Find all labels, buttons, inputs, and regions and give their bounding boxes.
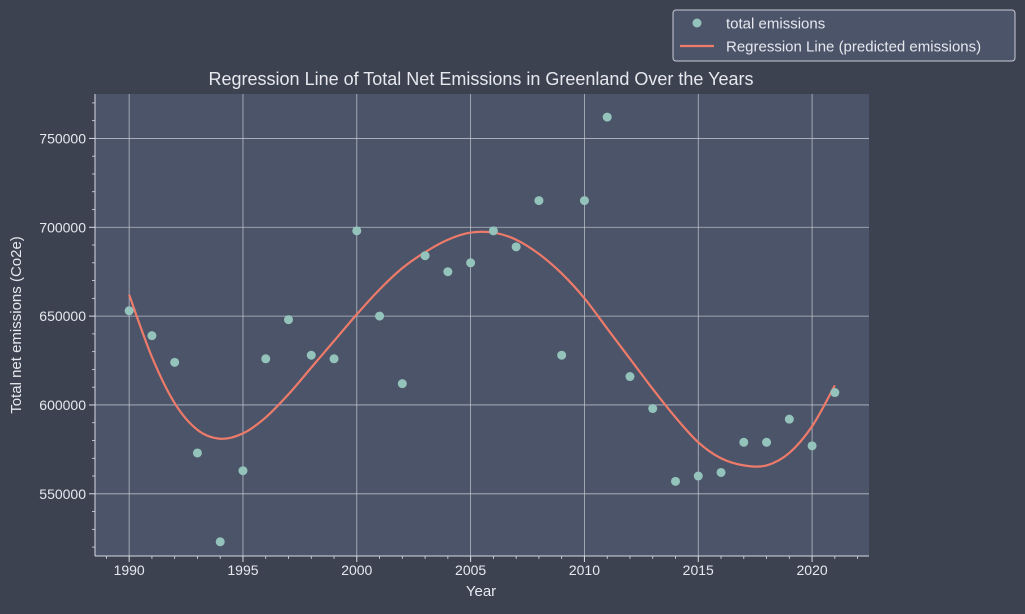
emission-point <box>511 242 521 252</box>
emission-point <box>420 251 430 261</box>
emission-point <box>170 357 180 367</box>
emission-point <box>602 112 612 122</box>
emission-point <box>306 350 316 360</box>
plot-area <box>95 94 869 556</box>
x-tick-label: 1995 <box>227 562 258 578</box>
y-tick-label: 750000 <box>39 130 86 146</box>
emission-point <box>147 331 157 341</box>
emission-point <box>716 467 726 477</box>
axes <box>94 94 869 557</box>
emission-point <box>443 267 453 277</box>
y-tick-label: 650000 <box>39 308 86 324</box>
emission-point <box>784 414 794 424</box>
emission-point <box>693 471 703 481</box>
chart-title: Regression Line of Total Net Emissions i… <box>209 69 754 89</box>
emission-point <box>284 315 293 325</box>
x-tick-label: 1990 <box>114 562 145 578</box>
x-axis-label: Year <box>466 583 496 600</box>
emission-point <box>261 354 271 364</box>
y-tick-label: 550000 <box>39 486 86 502</box>
y-axis-label: Total net emissions (Co2e) <box>8 236 25 414</box>
emission-point <box>488 226 498 236</box>
emission-point <box>466 258 476 268</box>
emission-point <box>238 466 248 476</box>
emission-point <box>375 311 385 321</box>
x-tick-label: 2015 <box>683 562 714 578</box>
emission-point <box>397 379 407 389</box>
emission-point <box>192 448 202 458</box>
emission-point <box>579 196 589 206</box>
emission-point <box>124 306 134 316</box>
y-tick-label: 700000 <box>39 219 86 235</box>
regression-line <box>128 230 836 468</box>
legend: total emissions Regression Line (predict… <box>672 9 1016 62</box>
legend-marker-points <box>692 18 702 28</box>
emission-point <box>762 437 772 447</box>
emission-point <box>807 441 817 451</box>
legend-box <box>672 9 1016 62</box>
x-tick-label: 2005 <box>455 562 486 578</box>
emission-point <box>830 388 840 398</box>
y-tick-label: 600000 <box>39 397 86 413</box>
emission-point <box>215 537 225 547</box>
legend-label-points: total emissions <box>726 16 825 33</box>
regression-line-layer <box>128 230 836 468</box>
emission-point <box>557 350 567 360</box>
emission-point <box>329 354 339 364</box>
grid <box>95 94 869 556</box>
x-tick-label: 2000 <box>341 562 372 578</box>
emission-point <box>534 196 544 206</box>
emission-point <box>671 476 680 486</box>
x-tick-label: 2020 <box>797 562 828 578</box>
emission-point <box>648 404 658 414</box>
emission-point <box>739 437 749 447</box>
x-tick-label: 2010 <box>569 562 600 578</box>
emission-point <box>352 226 362 236</box>
emission-point <box>625 372 635 382</box>
legend-label-line: Regression Line (predicted emissions) <box>726 39 981 56</box>
scatter-points <box>124 112 840 547</box>
ticks: 1990 1995 2000 2005 2010 2015 2020 550000 600000… <box>39 102 859 578</box>
